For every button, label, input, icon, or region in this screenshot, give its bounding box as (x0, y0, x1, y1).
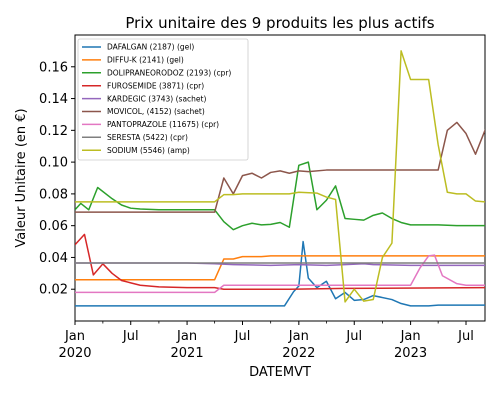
plot-area: 0.02 0.04 0.06 0.08 0.10 0.12 0.14 0.16 Jan 2020… (39, 34, 486, 361)
x-axis-label: DATEMVT (249, 365, 311, 380)
legend-label: SODIUM (5546) (amp) (107, 146, 190, 155)
legend-items: DAFALGAN (2187) (gel) DIFFU-K (2141) (gel… (82, 43, 231, 155)
series-line-4 (75, 233, 485, 290)
x-tick-year-label: 2020 (58, 346, 91, 361)
x-tick-label: Jan (64, 329, 85, 344)
x-tick-label: Jul (345, 329, 362, 344)
y-tick-label: 0.10 (39, 156, 68, 171)
chart-title: Prix unitaire des 9 produits les plus ac… (125, 14, 434, 32)
y-tick-label: 0.08 (39, 187, 68, 202)
series-layer (75, 50, 485, 307)
y-axis: 0.02 0.04 0.06 0.08 0.10 0.12 0.14 0.16 (39, 60, 75, 298)
y-tick-label: 0.04 (39, 251, 68, 266)
x-tick-year-label: 2023 (394, 346, 427, 361)
series-line-9 (75, 50, 485, 303)
legend-label: PANTOPRAZOLE (11675) (cpr) (107, 120, 219, 129)
legend-label: MOVICOL, (4152) (sachet) (107, 107, 205, 116)
legend-label: KARDEGIC (3743) (sachet) (107, 94, 206, 103)
legend-box (77, 38, 249, 161)
legend-label: DOLIPRANEORODOZ (2193) (cpr) (107, 69, 231, 78)
series-line-6 (75, 121, 485, 213)
y-tick-label: 0.06 (39, 219, 68, 234)
series-line-1 (75, 240, 485, 307)
x-tick-label: Jan (400, 329, 421, 344)
legend-label: FUROSEMIDE (3871) (cpr) (107, 81, 204, 90)
legend: DAFALGAN (2187) (gel) DIFFU-K (2141) (gel… (77, 38, 249, 161)
x-tick-label: Jan (288, 329, 309, 344)
y-tick-label: 0.02 (39, 283, 68, 298)
plot-frame (74, 34, 486, 322)
y-tick-label: 0.14 (39, 92, 68, 107)
legend-label: DAFALGAN (2187) (gel) (107, 43, 194, 52)
legend-label: SERESTA (5422) (cpr) (107, 133, 188, 142)
y-tick-label: 0.16 (39, 60, 68, 75)
series-line-3 (75, 161, 485, 231)
x-tick-label: Jul (234, 329, 251, 344)
x-tick-label: Jan (176, 329, 197, 344)
y-tick-label: 0.12 (39, 124, 68, 139)
y-axis-label: Valeur Unitaire (en €) (14, 108, 29, 247)
series-line-7 (75, 254, 485, 294)
x-tick-label: Jul (122, 329, 139, 344)
legend-label: DIFFU-K (2141) (gel) (107, 56, 184, 65)
x-tick-label: Jul (457, 329, 474, 344)
x-tick-year-label: 2022 (282, 346, 315, 361)
series-line-2 (75, 255, 485, 281)
x-tick-year-label: 2021 (171, 346, 204, 361)
x-axis: Jan 2020 Jul Jan 2021 Jul Jan 2022 Jul Jan 2023 Jul (58, 321, 474, 361)
